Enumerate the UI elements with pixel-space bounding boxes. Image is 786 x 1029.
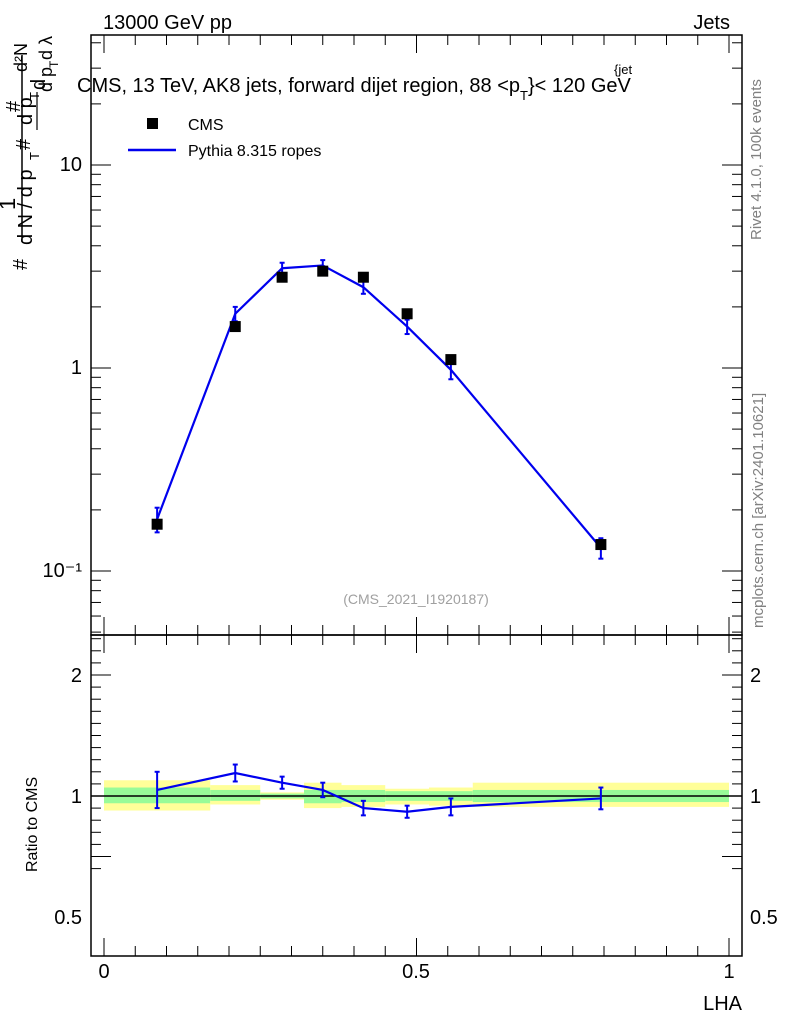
svg-text:T: T — [27, 92, 42, 100]
pythia-line — [156, 264, 602, 549]
svg-text:d²N: d²N — [11, 43, 31, 72]
legend-marker-cms — [147, 118, 158, 129]
analysis-watermark: (CMS_2021_I1920187) — [343, 591, 489, 607]
ratio-y-tick-label: 2 — [71, 665, 82, 687]
chart-title: CMS, 13 TeV, AK8 jets, forward dijet reg… — [77, 75, 632, 103]
ratio-line — [156, 771, 601, 813]
main-y-axis-label: # d N / d p T 1 # d p T # d d p T d λ d²… — [0, 36, 61, 270]
chart-title-main: CMS, 13 TeV, AK8 jets, forward dijet reg… — [77, 75, 520, 97]
cms-data-point — [276, 271, 288, 283]
main-y-tick-label: 10⁻¹ — [43, 560, 83, 582]
svg-text:d: d — [28, 79, 50, 90]
svg-text:d N / d p: d N / d p — [15, 169, 37, 245]
ratio-y-axis-label: Ratio to CMS — [24, 777, 41, 872]
legend-label-pythia: Pythia 8.315 ropes — [188, 143, 321, 160]
svg-text:#: # — [13, 138, 35, 150]
cms-data-point — [357, 271, 369, 283]
cms-data-point — [445, 354, 457, 366]
main-data-marks — [151, 259, 607, 560]
category-label: Jets — [693, 12, 730, 34]
cms-data-point — [401, 308, 413, 320]
ratio-y-tick-label: 1 — [71, 786, 82, 808]
chart-title-sub: T — [520, 88, 528, 103]
svg-text:d λ: d λ — [36, 36, 56, 60]
svg-text:#: # — [10, 258, 32, 270]
mcplots-label: mcplots.cern.ch [arXiv:2401.10621] — [750, 393, 767, 628]
ratio-ticks — [91, 635, 742, 956]
ratio-y-tick-label-right: 2 — [750, 665, 761, 687]
ratio-y-tick-label-right: 0.5 — [750, 907, 778, 929]
main-plot-panel: 10 1 10⁻¹ (CMS_2021_I1920187) CMS, 13 Te… — [43, 34, 743, 636]
svg-text:d p: d p — [36, 67, 56, 92]
ratio-plot-frame — [90, 634, 743, 957]
x-tick-label: 0 — [98, 961, 109, 983]
ratio-y-tick-label: 0.5 — [54, 907, 82, 929]
svg-text:#: # — [3, 100, 25, 112]
main-ticks — [91, 35, 742, 635]
energy-label: 13000 GeV pp — [103, 12, 232, 34]
ratio-data-marks — [154, 763, 604, 819]
main-y-tick-label: 1 — [71, 357, 82, 379]
ratio-y-tick-label-right: 1 — [750, 786, 761, 808]
svg-text:1: 1 — [0, 198, 20, 210]
chart-title-sup: {jet — [614, 62, 632, 77]
x-tick-label: 1 — [723, 961, 734, 983]
rivet-version-label: Rivet 4.1.0, 100k events — [748, 79, 765, 240]
main-y-tick-label: 10 — [60, 154, 82, 176]
svg-text:T: T — [27, 152, 42, 160]
cms-data-point — [595, 539, 607, 551]
cms-data-point — [151, 518, 163, 530]
legend-label-cms: CMS — [188, 117, 224, 134]
x-axis-label: LHA — [703, 993, 743, 1015]
cms-data-point — [229, 321, 241, 333]
chart-title-end: }< 120 GeV — [528, 75, 632, 97]
ratio-plot-panel: 2 1 0.5 2 1 0.5 0 0.5 1 Ratio to CMS LHA — [24, 634, 778, 1015]
svg-text:T: T — [47, 60, 61, 68]
x-tick-label: 0.5 — [402, 961, 430, 983]
svg-text:d p: d p — [15, 97, 37, 125]
cms-data-point — [317, 265, 329, 277]
